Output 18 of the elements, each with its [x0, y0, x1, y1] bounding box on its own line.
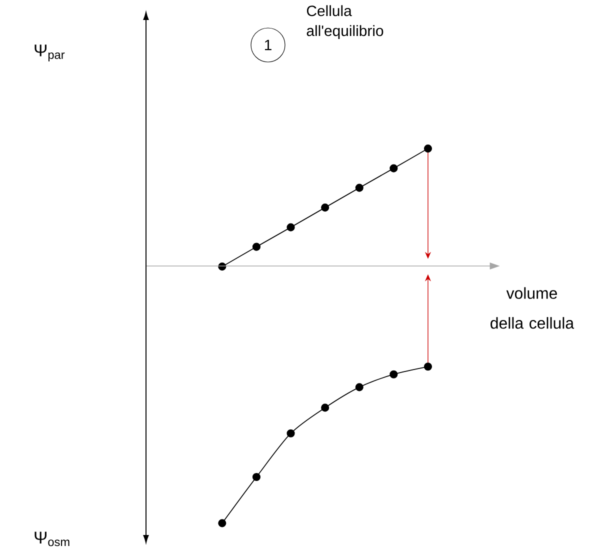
text: Ψ$_{osm}$ [34, 532, 70, 546]
text: 1 [264, 40, 272, 50]
point [286, 429, 295, 438]
point [355, 383, 364, 392]
x-axis-title: volume della cellula [490, 287, 574, 329]
point [321, 404, 330, 412]
point [286, 223, 295, 232]
point [355, 184, 364, 192]
point [390, 164, 398, 172]
point [218, 519, 226, 528]
text: Cellula all'equilibrio [306, 5, 384, 40]
text: Ψ$_{par}$ [34, 44, 65, 62]
point [252, 472, 260, 482]
point [424, 144, 432, 153]
point [321, 204, 330, 212]
point [252, 242, 260, 251]
point [424, 362, 432, 371]
point [390, 370, 398, 378]
